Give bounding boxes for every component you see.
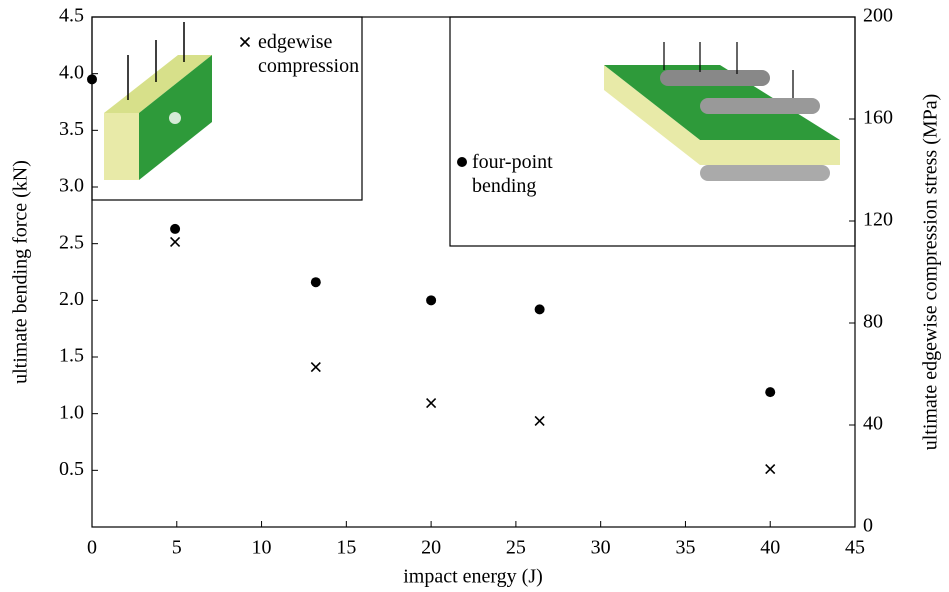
x-tick-label: 0	[87, 537, 97, 559]
data-point	[170, 236, 181, 247]
y2-tick-label: 80	[863, 311, 883, 333]
data-point	[534, 304, 545, 315]
y-tick-label: 3.5	[59, 118, 84, 140]
y-tick-label: 4.0	[59, 61, 84, 83]
x-axis-label: impact energy (J)	[403, 566, 543, 588]
y-tick-label: 2.0	[59, 288, 84, 310]
x-tick-label: 15	[336, 537, 356, 559]
y-tick-label: 3.0	[59, 175, 84, 197]
inset-left	[91, 16, 363, 201]
y2-tick-label: 160	[863, 107, 893, 129]
x-tick-label: 5	[172, 537, 182, 559]
y-tick-label: 2.5	[59, 231, 84, 253]
data-point	[534, 415, 545, 426]
data-point	[170, 223, 181, 234]
y-tick-label: 1.5	[59, 345, 84, 367]
legend-entry: edgewise compression	[258, 31, 360, 77]
data-point	[310, 277, 321, 288]
y2-tick-label: 40	[863, 413, 883, 435]
y2-axis-label: ultimate edgewise compression stress (MP…	[920, 94, 942, 451]
x-tick-label: 30	[591, 537, 611, 559]
inset-right	[449, 16, 856, 247]
y-axis-label: ultimate bending force (kN)	[10, 160, 32, 384]
y-tick-label: 0.5	[59, 458, 84, 480]
x-tick-label: 35	[675, 537, 695, 559]
x-tick-label: 25	[506, 537, 526, 559]
x-tick-label: 45	[845, 537, 865, 559]
legend-symbol	[457, 157, 467, 167]
data-point	[87, 74, 97, 85]
x-tick-label: 20	[421, 537, 441, 559]
data-point	[310, 362, 321, 373]
y-tick-label: 4.5	[59, 5, 84, 27]
legend-entry: four-point bending	[472, 151, 553, 197]
x-tick-label: 40	[760, 537, 780, 559]
data-point	[765, 464, 776, 475]
y2-tick-label: 200	[863, 5, 893, 27]
y2-tick-label: 0	[863, 515, 873, 537]
plot-frame	[91, 16, 856, 528]
y2-tick-label: 120	[863, 209, 893, 231]
data-point	[426, 398, 437, 409]
y-tick-label: 1.0	[59, 401, 84, 423]
x-tick-label: 10	[252, 537, 272, 559]
data-point	[765, 387, 776, 398]
legend-symbol	[239, 36, 251, 48]
data-point	[426, 295, 437, 306]
